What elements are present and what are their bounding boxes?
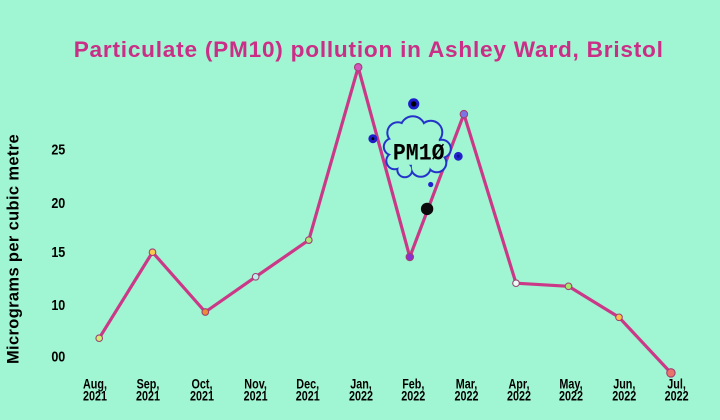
svg-text:2021: 2021 — [190, 388, 214, 403]
svg-text:2022: 2022 — [454, 388, 478, 403]
svg-text:15: 15 — [51, 244, 65, 260]
svg-text:2022: 2022 — [559, 388, 583, 403]
svg-text:Nov,: Nov, — [244, 376, 267, 391]
svg-text:2022: 2022 — [507, 388, 531, 403]
svg-text:Feb,: Feb, — [402, 376, 424, 391]
svg-text:20: 20 — [51, 195, 65, 211]
svg-text:Sep,: Sep, — [137, 376, 160, 391]
svg-text:May,: May, — [559, 376, 582, 391]
svg-text:Mar,: Mar, — [456, 376, 478, 391]
svg-text:2021: 2021 — [83, 388, 107, 403]
svg-text:25: 25 — [51, 142, 65, 158]
svg-text:Jul,: Jul, — [667, 376, 686, 391]
svg-text:00: 00 — [51, 349, 65, 365]
svg-text:2022: 2022 — [349, 388, 373, 403]
svg-text:Oct,: Oct, — [192, 376, 213, 391]
svg-text:Particulate (PM10) pollution i: Particulate (PM10) pollution in Ashley W… — [74, 37, 664, 62]
svg-text:Apr,: Apr, — [509, 376, 530, 391]
svg-text:2022: 2022 — [665, 388, 689, 403]
svg-text:2022: 2022 — [612, 388, 636, 403]
svg-text:Dec,: Dec, — [296, 376, 319, 391]
svg-text:2022: 2022 — [401, 388, 425, 403]
svg-text:PM1Ø: PM1Ø — [393, 140, 445, 167]
svg-text:Micrograms per cubic metre: Micrograms per cubic metre — [4, 134, 22, 364]
svg-text:2021: 2021 — [296, 388, 320, 403]
svg-text:2021: 2021 — [136, 388, 160, 403]
svg-text:Jan,: Jan, — [350, 376, 372, 391]
svg-text:Aug,: Aug, — [83, 376, 107, 391]
svg-text:Jun,: Jun, — [613, 376, 635, 391]
svg-text:10: 10 — [51, 297, 65, 313]
svg-text:2021: 2021 — [244, 388, 268, 403]
